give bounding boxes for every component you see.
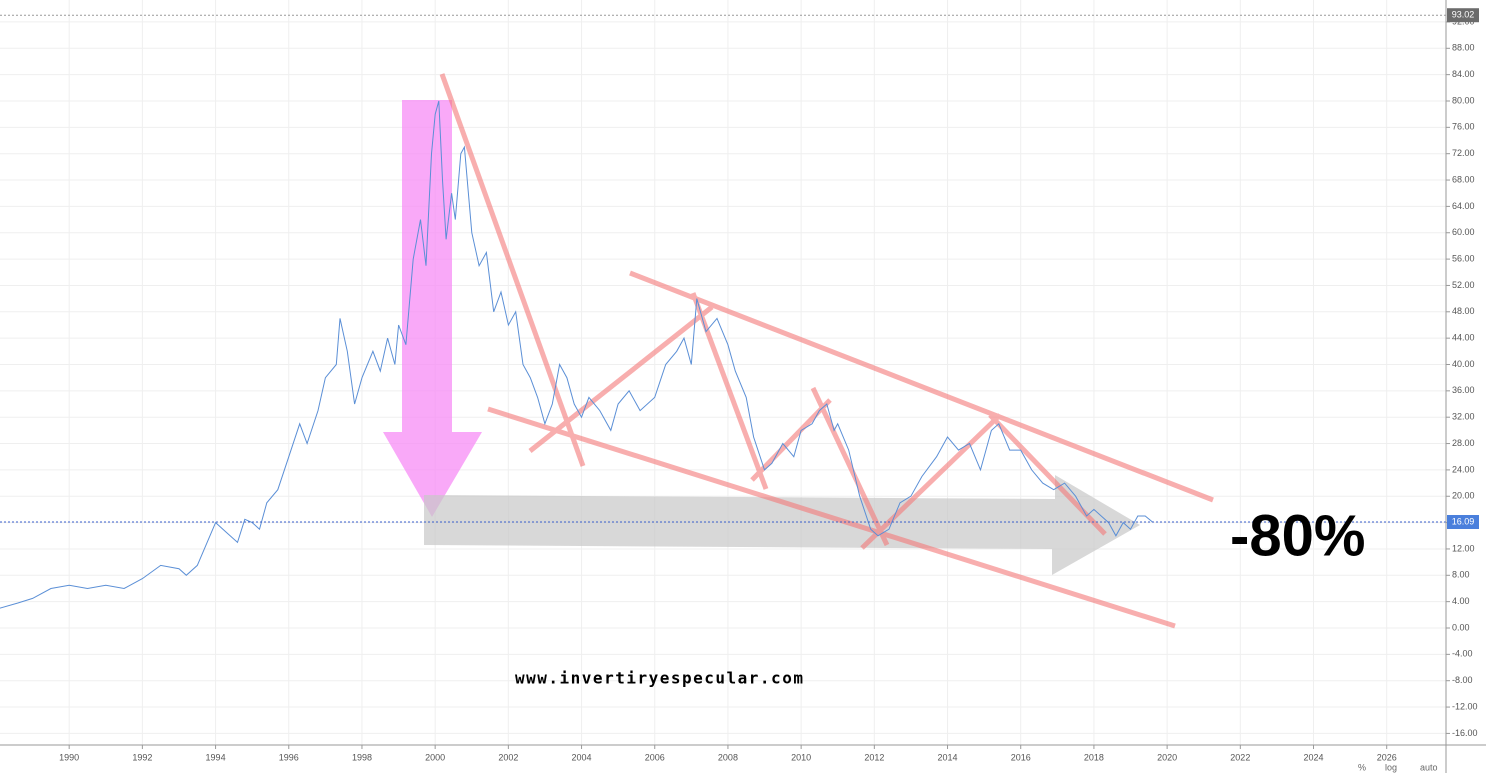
auto-toggle[interactable]: auto: [1420, 762, 1438, 772]
down-arrow: [383, 100, 482, 517]
y-tick-label: 64.00: [1452, 201, 1475, 211]
y-tick-label: 56.00: [1452, 253, 1475, 263]
price-label: 16.09: [1452, 516, 1475, 526]
website: www.invertiryespecular.com: [515, 669, 804, 688]
trend-line: [810, 386, 890, 547]
x-tick-label: 2010: [791, 752, 811, 762]
x-tick-label: 2020: [1157, 752, 1177, 762]
x-tick-label: 2006: [645, 752, 665, 762]
y-tick-label: 12.00: [1452, 543, 1475, 553]
y-tick-label: 32.00: [1452, 412, 1475, 422]
price-label: 93.02: [1452, 10, 1475, 20]
x-tick-label: 2012: [864, 752, 884, 762]
trend-line: [528, 305, 714, 453]
x-tick-label: 2016: [1011, 752, 1031, 762]
trend-line: [860, 413, 1002, 550]
x-tick-label: 2022: [1230, 752, 1250, 762]
y-tick-label: -12.00: [1452, 701, 1478, 711]
price-line: [0, 100, 1153, 609]
y-tick-label: 80.00: [1452, 95, 1475, 105]
x-tick-label: 2000: [425, 752, 445, 762]
x-tick-label: 2024: [1303, 752, 1323, 762]
plot: [0, 14, 1446, 609]
x-tick-label: 1992: [132, 752, 152, 762]
y-tick-label: 72.00: [1452, 148, 1475, 158]
log-toggle[interactable]: log: [1385, 762, 1397, 772]
trend-line: [439, 73, 586, 467]
x-tick-label: 2002: [498, 752, 518, 762]
right-arrow: [424, 475, 1140, 575]
y-tick-label: 48.00: [1452, 306, 1475, 316]
y-tick-label: 28.00: [1452, 438, 1475, 448]
y-tick-label: 40.00: [1452, 359, 1475, 369]
y-tick-label: 4.00: [1452, 596, 1470, 606]
change-label: -80%: [1230, 503, 1365, 568]
y-tick-label: 52.00: [1452, 280, 1475, 290]
y-tick-label: 84.00: [1452, 69, 1475, 79]
x-tick-label: 2004: [572, 752, 592, 762]
y-tick-label: -16.00: [1452, 728, 1478, 738]
grid: [0, 0, 1450, 749]
price-label-box: [1447, 515, 1479, 530]
x-tick-label: 2018: [1084, 752, 1104, 762]
price-label-box: [1447, 8, 1479, 23]
pct-toggle[interactable]: %: [1358, 762, 1366, 772]
y-tick-label: 0.00: [1452, 622, 1470, 632]
x-tick-label: 1996: [279, 752, 299, 762]
y-tick-label: 24.00: [1452, 464, 1475, 474]
y-tick-label: 76.00: [1452, 122, 1475, 132]
x-tick-label: 2008: [718, 752, 738, 762]
y-tick-label: 44.00: [1452, 333, 1475, 343]
trend-line: [690, 292, 769, 490]
trend-line: [629, 270, 1214, 503]
x-tick-label: 1994: [206, 752, 226, 762]
trend-line: [487, 406, 1176, 629]
y-tick-label: 68.00: [1452, 174, 1475, 184]
drawings: [383, 73, 1214, 629]
y-tick-label: 60.00: [1452, 227, 1475, 237]
x-tick-label: 1990: [59, 752, 79, 762]
y-tick-label: 8.00: [1452, 570, 1470, 580]
x-tick-label: 1998: [352, 752, 372, 762]
y-tick-label: -4.00: [1452, 649, 1473, 659]
trend-line: [750, 398, 832, 482]
y-tick-label: 88.00: [1452, 43, 1475, 53]
x-tick-label: 2026: [1377, 752, 1397, 762]
y-tick-label: 20.00: [1452, 491, 1475, 501]
y-tick-label: -8.00: [1452, 675, 1473, 685]
x-tick-label: 2014: [938, 752, 958, 762]
y-tick-label: 36.00: [1452, 385, 1475, 395]
